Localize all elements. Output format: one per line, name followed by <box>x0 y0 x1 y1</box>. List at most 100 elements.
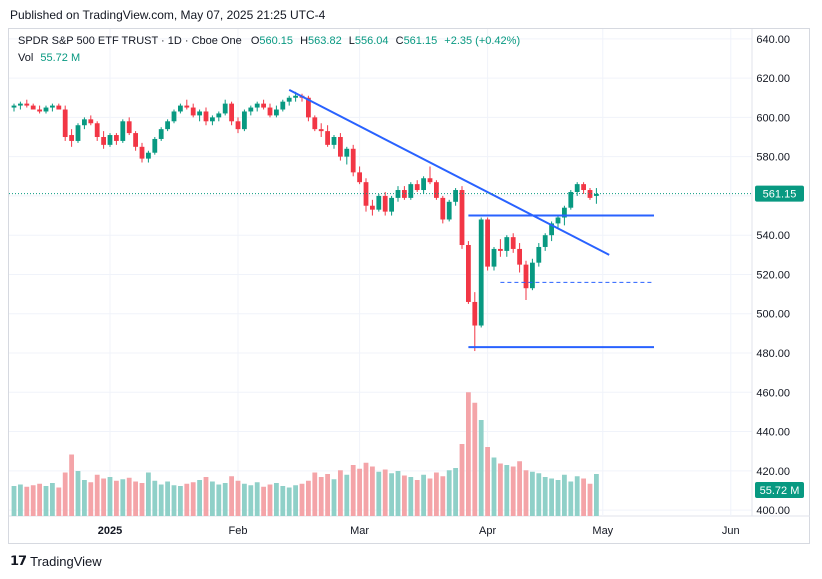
price-tick-label: 500.00 <box>756 309 790 321</box>
volume-badge <box>755 482 804 498</box>
low-label: L <box>348 35 355 47</box>
candle <box>395 190 401 198</box>
candle <box>331 137 337 145</box>
volume-bar <box>254 482 260 516</box>
candle <box>306 97 311 118</box>
volume-bar <box>491 457 497 516</box>
open-value: 560.15 <box>259 35 294 47</box>
candle <box>171 111 177 122</box>
candle <box>120 121 126 141</box>
candle <box>229 103 234 122</box>
close-value: 561.15 <box>403 35 438 47</box>
last-price-badge-label: 561.15 <box>763 189 797 201</box>
candle <box>235 121 241 130</box>
price-tick-label: 520.00 <box>756 269 790 281</box>
candle <box>555 217 561 224</box>
candle <box>382 195 388 212</box>
volume-bar <box>555 480 561 516</box>
price-tick-label: 460.00 <box>756 387 790 399</box>
volume-bar <box>30 485 36 516</box>
candle <box>165 121 170 130</box>
volume-bar <box>530 471 535 516</box>
time-tick-label: 2025 <box>98 525 122 537</box>
candle <box>248 107 254 112</box>
volume-bar <box>542 477 548 516</box>
price-tick-label: 620.00 <box>756 73 790 85</box>
volume-bar <box>126 477 132 516</box>
volume-bar <box>408 477 414 516</box>
volume-bar <box>594 474 599 516</box>
volume-bar <box>50 483 55 516</box>
volume-bar <box>498 463 503 516</box>
volume-bar <box>274 483 279 516</box>
price-tick-label: 640.00 <box>756 34 790 46</box>
candle <box>478 219 484 326</box>
volume-bar <box>338 470 343 516</box>
volume-bar <box>306 480 311 516</box>
volume-bar <box>434 472 439 516</box>
volume-bar <box>466 392 471 516</box>
volume-bar <box>370 466 375 516</box>
candle <box>184 105 190 108</box>
candle <box>190 107 196 116</box>
volume-bar <box>216 484 222 516</box>
volume-bar <box>318 477 324 516</box>
volume-bar <box>395 471 401 516</box>
candle <box>414 184 420 191</box>
volume-bar <box>133 481 138 516</box>
volume-bar <box>402 475 407 516</box>
symbol-name: SPDR S&P 500 ETF TRUST · 1D · Cboe One <box>18 35 242 47</box>
volume-bar <box>350 465 356 516</box>
tradingview-brand[interactable]: 𝟭𝟳 TradingView <box>10 553 102 569</box>
volume-bar <box>357 468 362 516</box>
volume-bar <box>11 486 17 516</box>
volume-bar <box>261 486 266 516</box>
volume-bar <box>43 486 49 516</box>
volume-bar <box>517 461 522 516</box>
candle <box>318 129 324 132</box>
price-tick-label: 540.00 <box>756 230 790 242</box>
volume-bar <box>453 468 458 516</box>
open-label: O <box>250 35 260 47</box>
volume-bar <box>485 447 490 516</box>
candle <box>530 262 535 289</box>
volume-bar <box>440 476 446 516</box>
volume-bar <box>312 472 318 516</box>
candle <box>50 105 55 108</box>
candle <box>178 105 183 112</box>
volume-bars <box>11 392 599 516</box>
candle <box>11 105 17 108</box>
candle <box>523 264 529 289</box>
candle <box>568 191 574 208</box>
volume-bar <box>229 476 234 516</box>
candle <box>574 184 580 192</box>
candle <box>261 103 266 108</box>
candle <box>510 237 516 249</box>
close-label: C <box>395 35 404 47</box>
volume-bar <box>152 480 158 516</box>
volume-bar <box>178 486 183 516</box>
volume-bar <box>446 470 452 516</box>
volume-bar <box>62 472 68 516</box>
volume-bar <box>344 474 350 516</box>
volume-bar <box>459 444 465 516</box>
price-axis: 640.00620.00600.00580.00560.00540.00520.… <box>756 34 790 517</box>
candle <box>88 119 94 124</box>
volume-bar <box>280 486 286 516</box>
high-label: H <box>300 35 309 47</box>
volume-bar <box>581 478 586 516</box>
candle <box>491 248 497 267</box>
volume-bar <box>171 485 177 516</box>
price-tick-label: 600.00 <box>756 112 790 124</box>
low-value: 556.04 <box>354 35 389 47</box>
candle <box>536 246 542 263</box>
volume-bar <box>568 481 574 516</box>
volume-bar <box>235 480 241 516</box>
candle <box>56 105 62 110</box>
candle <box>146 152 151 159</box>
candle <box>453 190 458 202</box>
volume-bar <box>107 477 113 516</box>
volume-legend: Vol 55.72 M <box>18 52 80 64</box>
volume-bar <box>114 480 119 516</box>
